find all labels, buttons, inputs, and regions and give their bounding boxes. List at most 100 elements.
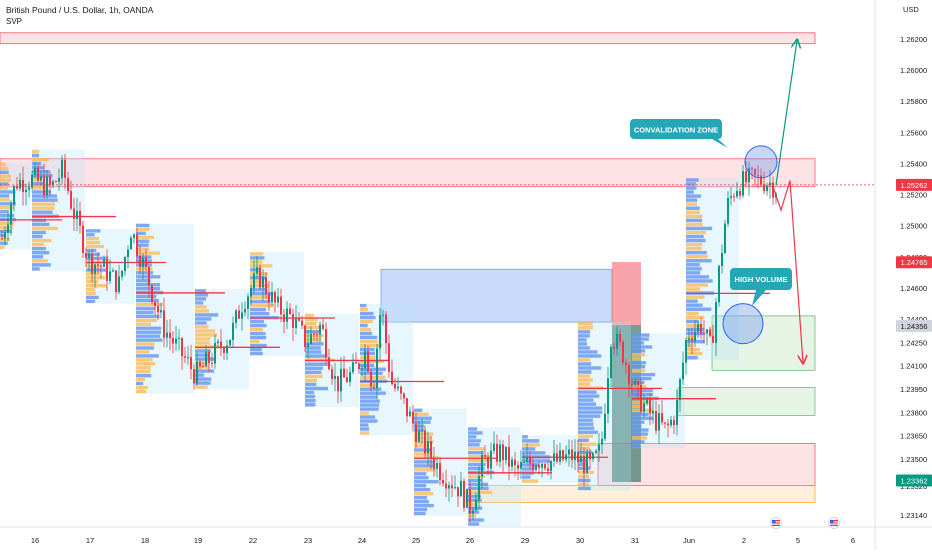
volume-bar (250, 292, 274, 296)
volume-bar (360, 383, 377, 387)
volume-bar (686, 263, 700, 267)
candle-body (406, 398, 408, 417)
candle-body (358, 363, 360, 370)
candle-body (214, 343, 216, 364)
volume-bar (578, 330, 591, 334)
candle-body (307, 343, 309, 347)
candle-body (187, 357, 189, 359)
candle-body (676, 400, 678, 426)
candle-body (319, 324, 321, 335)
candle-body (568, 449, 570, 455)
time-axis[interactable]: 16 17 18 19 22 23 24 25 26 29 30 31 Jun 2 5 6 (31, 536, 855, 545)
volume-bar (632, 337, 649, 341)
volume-bar (86, 291, 97, 296)
volume-bar (0, 186, 9, 190)
candle-body (475, 499, 477, 511)
volume-bar (468, 462, 486, 467)
candle-body (757, 175, 759, 177)
volume-bar (32, 182, 44, 186)
candle-body (592, 452, 594, 460)
callout-convalidation-zone[interactable]: CONVALIDATION ZONE (630, 119, 728, 148)
y-tick-label: 1.23140 (900, 511, 927, 520)
volume-bar (86, 244, 105, 249)
candle-body (295, 318, 297, 328)
volume-bar (360, 311, 374, 316)
volume-bar (468, 431, 483, 435)
candle-body (73, 208, 75, 219)
candle-body (745, 171, 747, 183)
candle-body (679, 379, 681, 401)
candles-layer (1, 153, 777, 523)
candle-body (43, 176, 45, 196)
volume-bar (686, 186, 697, 190)
volume-bar (578, 474, 590, 479)
volume-bar (136, 385, 149, 390)
volume-bar (468, 474, 485, 479)
price-badge-label: 1.23362 (900, 476, 927, 485)
volume-bar (414, 416, 432, 420)
volume-bar (0, 162, 6, 167)
volume-bar (0, 213, 15, 218)
volume-bar (305, 403, 316, 407)
candle-body (424, 430, 426, 454)
candle-body (490, 450, 492, 469)
volume-bar (632, 345, 653, 349)
volume-bar (414, 499, 429, 504)
volume-bar (686, 238, 706, 243)
candle-body (223, 348, 225, 354)
volume-bar (578, 382, 591, 386)
volume-bar (468, 439, 481, 443)
volume-bar (360, 391, 386, 395)
volume-bar (305, 374, 323, 379)
volume-bar (136, 235, 154, 239)
y-tick-label: 1.24600 (900, 284, 927, 293)
currency-label: USD (903, 5, 919, 14)
volume-bar (32, 230, 46, 235)
candle-body (220, 341, 222, 349)
candle-body (229, 339, 231, 346)
candle-body (580, 456, 582, 463)
volume-bar (632, 353, 646, 357)
candle-body (499, 444, 501, 462)
candle-body (283, 314, 285, 322)
candle-body (256, 267, 258, 274)
volume-bar (250, 260, 263, 264)
volume-bar (578, 334, 590, 338)
volume-bar (578, 462, 588, 467)
flag-us-icon[interactable] (828, 517, 840, 529)
candle-body (253, 273, 255, 289)
price-axis[interactable]: 1.26200 1.26000 1.25800 1.25600 1.25400 1.252… (900, 35, 927, 520)
volume-bar (632, 369, 646, 373)
volume-bar (250, 264, 273, 268)
candle-body (586, 452, 588, 474)
volume-bar (136, 374, 152, 378)
candle-body (94, 264, 96, 274)
volume-bar (686, 182, 696, 186)
callout-high-volume[interactable]: HIGH VOLUME (730, 268, 792, 306)
volume-bar (250, 308, 266, 312)
volume-bar (32, 259, 48, 263)
volume-bar (686, 283, 709, 287)
volume-bar (136, 346, 154, 350)
candle-body (712, 335, 714, 343)
price-badge (896, 178, 932, 191)
volume-bar (578, 342, 587, 346)
volume-bar (305, 394, 316, 399)
candle-body (277, 296, 279, 303)
volume-bar (360, 367, 386, 371)
volume-bar (522, 463, 540, 467)
flag-us-icon[interactable] (770, 517, 782, 529)
volume-bar (578, 434, 594, 438)
volume-bar (686, 303, 703, 307)
candle-body (103, 259, 105, 267)
volume-bar (195, 381, 211, 385)
candle-body (400, 386, 402, 394)
volume-bar (686, 214, 703, 219)
zone-support (477, 485, 816, 503)
candle-body (301, 320, 303, 326)
candle-body (457, 487, 459, 497)
candle-body (328, 357, 330, 370)
candle-body (664, 422, 666, 424)
